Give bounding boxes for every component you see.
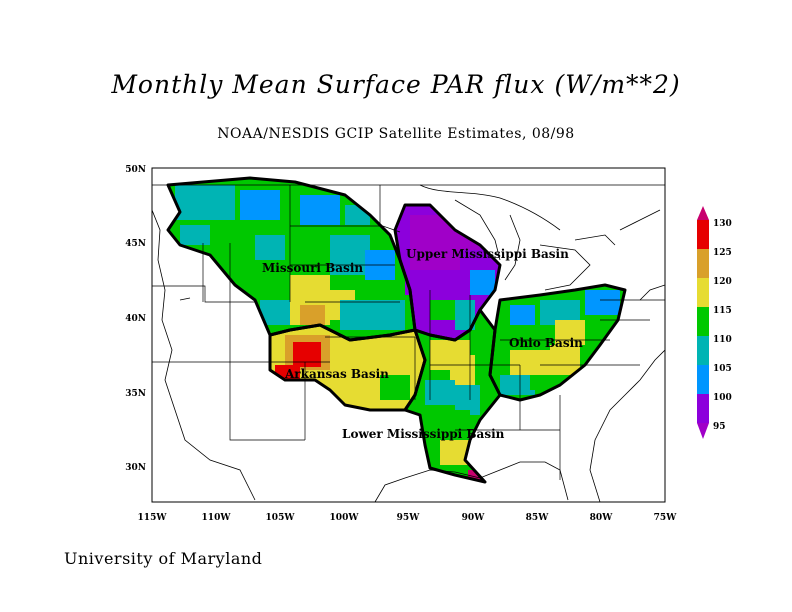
par-flux-cell <box>350 375 380 400</box>
par-flux-cell <box>240 190 280 220</box>
par-flux-cell <box>345 205 370 225</box>
state-boundaries <box>152 184 665 480</box>
par-flux-cell <box>180 225 210 245</box>
par-flux-cell <box>468 470 483 480</box>
basin-outlines <box>166 176 627 484</box>
x-tick-label: 115W <box>138 513 168 523</box>
colorbar-label: 130 <box>713 219 732 229</box>
par-flux-cell <box>530 375 560 390</box>
y-axis-ticks: 50N 45N 40N 35N 30N <box>125 165 146 473</box>
par-flux-cell <box>300 195 340 225</box>
x-tick-label: 95W <box>397 513 421 523</box>
colorbar-segment <box>697 249 709 278</box>
basin-label-upper-mississippi: Upper Mississippi Basin <box>406 247 569 261</box>
y-tick-label: 35N <box>125 389 146 399</box>
par-flux-cell <box>405 270 445 295</box>
colorbar-label: 125 <box>713 248 732 258</box>
par-flux-cell <box>585 290 620 315</box>
colorbar-segment <box>697 336 709 365</box>
par-flux-cell <box>550 345 580 375</box>
colorbar-label: 120 <box>713 277 732 287</box>
x-axis-ticks: 115W 110W 105W 100W 95W 90W 85W 80W 75W <box>138 513 678 523</box>
colorbar-segment <box>697 220 709 249</box>
basin-label-arkansas: Arkansas Basin <box>284 367 389 381</box>
par-flux-cell <box>430 410 470 440</box>
colorbar-label: 95 <box>713 422 726 432</box>
par-flux-cell <box>470 270 495 295</box>
par-flux-cell <box>510 305 535 325</box>
par-flux-cell <box>380 300 405 330</box>
colorbar-label: 110 <box>713 335 732 345</box>
colorbar-top-arrow <box>697 206 709 220</box>
par-flux-cell <box>500 375 535 395</box>
par-flux-cell <box>175 185 235 220</box>
x-tick-label: 110W <box>202 513 232 523</box>
colorbar-segment <box>697 307 709 336</box>
map-frame <box>151 167 666 503</box>
lower-mississippi-basin-outline <box>403 308 502 484</box>
basin-label-ohio: Ohio Basin <box>509 336 583 350</box>
footer-credit: University of Maryland <box>64 549 263 568</box>
x-tick-label: 90W <box>462 513 486 523</box>
par-flux-cell <box>380 375 410 400</box>
y-tick-label: 30N <box>125 463 146 473</box>
x-tick-label: 105W <box>266 513 296 523</box>
colorbar-bottom-arrow <box>697 423 709 439</box>
map-border <box>151 167 666 503</box>
colorbar-label: 115 <box>713 306 732 316</box>
x-tick-label: 75W <box>654 513 678 523</box>
x-tick-label: 80W <box>590 513 614 523</box>
chart-subtitle: NOAA/NESDIS GCIP Satellite Estimates, 08… <box>217 126 575 142</box>
y-tick-label: 50N <box>125 165 146 175</box>
x-tick-label: 85W <box>526 513 550 523</box>
y-tick-label: 40N <box>125 314 146 324</box>
par-flux-cell <box>425 380 455 405</box>
basin-label-missouri: Missouri Basin <box>262 261 363 275</box>
par-flux-cell <box>430 300 455 320</box>
chart-title: Monthly Mean Surface PAR flux (W/m**2) <box>111 70 681 99</box>
colorbar-label: 100 <box>713 393 732 403</box>
colorbar-segment <box>697 278 709 307</box>
colorbar-label: 105 <box>713 364 732 374</box>
x-tick-label: 100W <box>330 513 360 523</box>
colorbar-segment <box>697 365 709 394</box>
par-flux-cell <box>293 342 321 367</box>
par-flux-cell <box>300 305 325 325</box>
basin-label-lower-mississippi: Lower Mississippi Basin <box>342 427 505 441</box>
par-flux-cell <box>330 340 390 375</box>
y-tick-label: 45N <box>125 239 146 249</box>
par-flux-cell <box>520 325 555 350</box>
colorbar: 130 125 120 115 110 105 100 95 <box>697 206 732 439</box>
colorbar-segment <box>697 394 709 423</box>
par-flux-cell <box>555 320 585 345</box>
par-flux-cell <box>255 235 285 260</box>
par-flux-cell <box>330 235 370 275</box>
basin-labels: Missouri Basin Upper Mississippi Basin O… <box>262 247 583 441</box>
